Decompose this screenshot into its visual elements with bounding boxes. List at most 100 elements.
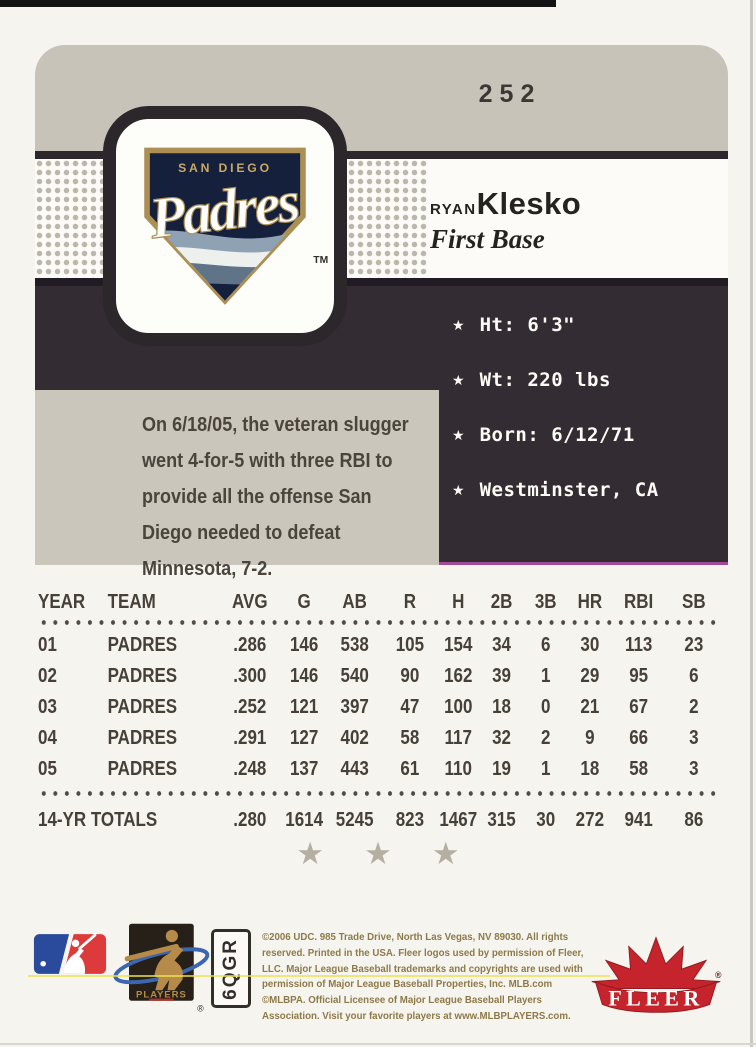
stats-cell: 538 xyxy=(340,634,369,656)
highlight-panel: On 6/18/05, the veteran slugger went 4-f… xyxy=(35,390,439,580)
stats-cell: 540 xyxy=(340,665,369,687)
rating-star-icon: ★ xyxy=(364,836,392,871)
stats-cell: 443 xyxy=(340,758,369,780)
stats-row: 01 PADRES .286 146 538 105 154 34 6 30 113 23 xyxy=(38,630,722,661)
scan-edge-right xyxy=(750,0,753,1047)
stats-total-cell: 30 xyxy=(536,809,556,831)
stats-cell: 67 xyxy=(629,696,649,718)
stats-total-cell: 1467 xyxy=(439,809,478,831)
stats-cell: 58 xyxy=(629,758,649,780)
stats-body: 01 PADRES .286 146 538 105 154 34 6 30 113 23 02 PADR… xyxy=(38,630,722,785)
stats-cell: 121 xyxy=(289,696,319,718)
stats-header-cell: R xyxy=(403,591,416,613)
stats-cell: 105 xyxy=(395,634,425,656)
stats-cell: .286 xyxy=(233,634,267,656)
stats-cell: PADRES xyxy=(107,634,178,656)
stats-cell: 47 xyxy=(400,696,420,718)
stats-cell: 03 xyxy=(38,696,57,718)
stats-cell: 137 xyxy=(289,758,319,780)
stats-cell: 2 xyxy=(540,727,551,749)
bio-text: Born: 6/12/71 xyxy=(479,424,635,446)
player-first-name: RYAN xyxy=(430,201,477,218)
divider-rule xyxy=(35,151,728,159)
dotted-rule-bottom xyxy=(38,790,723,797)
stats-cell: PADRES xyxy=(107,727,178,749)
stats-cell: 18 xyxy=(492,696,511,718)
fleer-registered-mark: ® xyxy=(715,970,722,980)
stats-cell: 113 xyxy=(624,634,653,656)
stats-table: YEAR TEAM AVG G AB R H 2B 3B HR RBI SB 01 PADRES .286… xyxy=(38,590,723,836)
stats-cell: 04 xyxy=(38,727,57,749)
stats-cell: 23 xyxy=(684,634,704,656)
halftone-dots-left xyxy=(35,159,107,278)
stats-cell: 58 xyxy=(400,727,420,749)
stats-cell: .248 xyxy=(233,758,267,780)
bio-text: Ht: 6'3" xyxy=(479,314,576,336)
stats-cell: 02 xyxy=(38,665,57,687)
player-name: RYAN Klesko xyxy=(430,186,581,222)
stats-row: 05 PADRES .248 137 443 61 110 19 1 18 58 3 xyxy=(38,754,722,785)
stats-totals-label: 14-YR TOTALS xyxy=(38,809,158,831)
stats-total-cell: 315 xyxy=(487,809,516,831)
stats-cell: 32 xyxy=(492,727,511,749)
stats-cell: PADRES xyxy=(107,665,178,687)
stats-cell: 1 xyxy=(540,665,551,687)
fleer-logo-icon: FLEER ® xyxy=(591,936,722,1013)
stats-cell: 3 xyxy=(689,758,699,780)
stats-cell: 146 xyxy=(289,634,319,656)
stats-cell: .252 xyxy=(233,696,267,718)
stats-cell: 117 xyxy=(444,727,472,749)
bio-item: ★ Ht: 6'3" xyxy=(452,314,659,336)
stats-total-cell: .280 xyxy=(233,809,267,831)
bio-list: ★ Ht: 6'3" ★ Wt: 220 lbs ★ Born: 6/12/71 ★ West… xyxy=(452,314,659,501)
print-code: 6QGR xyxy=(220,937,241,1000)
mlb-logo-icon xyxy=(33,933,107,974)
stats-header-cell: HR xyxy=(577,591,603,613)
stats-totals-row: 14-YR TOTALS .280 1614 5245 823 1467 315 30 272… xyxy=(38,805,722,836)
stats-cell: 0 xyxy=(540,696,551,718)
star-icon: ★ xyxy=(452,481,465,498)
stats-cell: 30 xyxy=(580,634,600,656)
stats-cell: 9 xyxy=(585,727,595,749)
star-icon: ★ xyxy=(452,426,465,443)
stats-row: 04 PADRES .291 127 402 58 117 32 2 9 66 3 xyxy=(38,723,722,754)
stats-cell: 95 xyxy=(629,665,649,687)
stats-cell: 39 xyxy=(492,665,511,687)
stats-cell: 34 xyxy=(492,634,511,656)
mlbpa-logo-icon: PLAYERS ® xyxy=(113,923,210,1013)
stats-header-row: YEAR TEAM AVG G AB R H 2B 3B HR RBI SB xyxy=(38,590,722,614)
stats-header-cell: TEAM xyxy=(107,591,156,613)
mlbpa-registered-mark: ® xyxy=(197,1003,204,1013)
stats-cell: 19 xyxy=(492,758,511,780)
team-logo-box: SAN DIEGO Padres TM xyxy=(103,106,347,346)
star-icon: ★ xyxy=(452,316,465,333)
legal-text: ©2006 UDC. 985 Trade Drive, North Las Ve… xyxy=(262,932,584,1022)
mlbpa-players-text: PLAYERS xyxy=(136,989,187,1000)
stats-cell: 162 xyxy=(444,665,473,687)
player-last-name: Klesko xyxy=(476,186,582,221)
stats-cell: 3 xyxy=(689,727,699,749)
print-code-box: 6QGR xyxy=(211,929,251,1008)
stats-cell: PADRES xyxy=(107,696,178,718)
stats-header-cell: SB xyxy=(682,591,706,613)
stats-cell: 6 xyxy=(540,634,551,656)
stats-header-cell: AVG xyxy=(232,591,268,613)
stats-cell: .291 xyxy=(233,727,267,749)
card-number: 252 xyxy=(478,80,542,108)
scan-edge-bottom xyxy=(0,1043,756,1045)
stats-header-cell: G xyxy=(297,591,311,613)
stats-cell: 90 xyxy=(400,665,420,687)
bio-item: ★ Wt: 220 lbs xyxy=(452,369,659,391)
stats-header-cell: YEAR xyxy=(38,591,86,613)
star-icon: ★ xyxy=(452,371,465,388)
stats-total-cell: 823 xyxy=(395,809,425,831)
stats-total-cell: 1614 xyxy=(285,809,324,831)
stats-cell: 127 xyxy=(289,727,319,749)
stats-header-cell: H xyxy=(452,591,465,613)
stats-cell: .300 xyxy=(233,665,267,687)
stats-cell: 146 xyxy=(289,665,319,687)
stats-row: 02 PADRES .300 146 540 90 162 39 1 29 95 6 xyxy=(38,661,722,692)
stats-cell: 2 xyxy=(689,696,699,718)
halftone-dots-right xyxy=(347,159,429,278)
